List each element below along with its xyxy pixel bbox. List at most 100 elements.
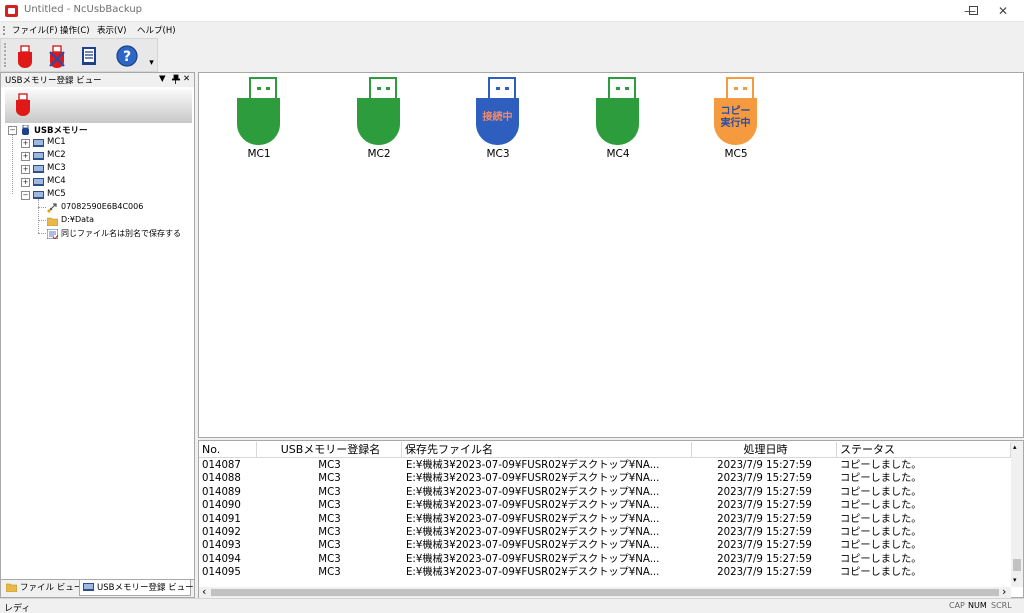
tab-file-view[interactable]: ファイル ビュー (3, 580, 82, 596)
cell-datetime: 2023/7/9 15:27:59 (717, 553, 812, 565)
table-row[interactable]: 014088 MC3 E:¥機械3¥2023-07-09¥FUSR02¥デスクトップ… (199, 472, 1011, 485)
cell-filename: E:¥機械3¥2023-07-09¥FUSR02¥デスクトップ¥NA... (406, 460, 660, 471)
cell-status: コピーしました。 (840, 540, 922, 552)
usb-drive-icon (83, 583, 94, 591)
expand-icon[interactable]: + (21, 165, 30, 174)
expand-icon[interactable]: + (21, 152, 30, 161)
table-row[interactable]: 014089 MC3 E:¥機械3¥2023-07-09¥FUSR02¥デスクトップ… (199, 486, 1011, 499)
horizontal-scrollbar[interactable]: ‹ › (199, 585, 1011, 598)
table-row[interactable]: 014093 MC3 E:¥機械3¥2023-07-09¥FUSR02¥デスクトップ… (199, 539, 1011, 552)
usb-drive-icon (33, 165, 44, 173)
title-bar: Untitled - NcUsbBackup — ✕ (0, 0, 1024, 22)
usb-connector-icon (47, 203, 57, 213)
panel-title: USBメモリー登録 ビュー (5, 76, 102, 86)
folder-icon (6, 583, 17, 592)
cell-datetime: 2023/7/9 15:27:59 (717, 486, 812, 498)
device-mc3[interactable]: 接続中 MC3 (476, 73, 532, 173)
device-status: 接続中 (482, 112, 513, 123)
usb-cap (726, 77, 754, 100)
usb-body (357, 98, 400, 145)
help-glyph: ? (123, 49, 131, 65)
usb-delete-icon (49, 45, 65, 68)
tab-usb-registration-view[interactable]: USBメモリー登録 ビュー (79, 580, 194, 596)
close-button[interactable]: ✕ (997, 4, 1009, 18)
usb-body (237, 98, 280, 145)
tree-root[interactable]: − USBメモリー (1, 124, 194, 137)
device-mc1[interactable]: MC1 (237, 73, 293, 173)
cell-usb-name: MC3 (318, 486, 341, 498)
scroll-left-icon[interactable]: ‹ (202, 585, 207, 598)
cell-filename: E:¥機械3¥2023-07-09¥FUSR02¥デスクトップ¥NA... (406, 527, 660, 538)
menu-help[interactable]: ヘルプ(H) (137, 26, 176, 36)
column-header-status[interactable]: ステータス (837, 442, 1011, 458)
cell-filename: E:¥機械3¥2023-07-09¥FUSR02¥デスクトップ¥NA... (406, 500, 660, 512)
cell-datetime: 2023/7/9 15:27:59 (717, 567, 812, 579)
cell-no: 014094 (202, 553, 241, 565)
cell-usb-name: MC3 (318, 473, 341, 485)
device-area: MC1 MC2 接続中 MC3 MC4 コピー 実行中 MC5 (198, 72, 1024, 438)
usb-cap (608, 77, 636, 100)
scroll-right-icon[interactable]: › (1002, 585, 1007, 598)
expand-icon[interactable]: + (21, 178, 30, 187)
column-header-no[interactable]: No. (199, 442, 257, 458)
tree-item-label: D:¥Data (61, 215, 95, 224)
horizontal-scroll-thumb[interactable] (211, 589, 999, 596)
cell-no: 014090 (202, 500, 241, 512)
toolbar-overflow-button[interactable]: ▾ (149, 58, 154, 68)
cell-usb-name: MC3 (318, 540, 341, 552)
list-view-icon (82, 47, 96, 65)
panel-close-button[interactable]: ✕ (183, 74, 191, 84)
usb-delete-button[interactable] (44, 43, 70, 69)
usb-body (596, 98, 639, 145)
tree-item-label: MC2 (47, 150, 66, 160)
device-mc5[interactable]: コピー 実行中 MC5 (714, 73, 770, 173)
tree-item-label: MC5 (47, 189, 66, 199)
status-text: レディ (4, 604, 31, 613)
panel-splitter[interactable] (195, 72, 198, 598)
menu-operation[interactable]: 操作(C) (60, 26, 90, 36)
device-label: MC5 (724, 148, 748, 160)
vertical-scrollbar[interactable]: ▴ ▾ (1011, 441, 1023, 587)
table-row[interactable]: 014094 MC3 E:¥機械3¥2023-07-09¥FUSR02¥デスクトップ… (199, 553, 1011, 566)
expand-icon[interactable]: + (21, 139, 30, 148)
usb-device-button[interactable] (12, 43, 38, 69)
cell-status: コピーしました。 (840, 513, 922, 525)
list-view-button[interactable] (76, 43, 102, 69)
cell-no: 014087 (202, 460, 241, 471)
usb-drive-icon (33, 152, 44, 160)
tree-item-label: MC3 (47, 163, 66, 173)
usb-device-icon (16, 93, 30, 116)
panel-pin-button[interactable] (171, 74, 181, 87)
usb-cap (249, 77, 277, 100)
scroll-up-icon[interactable]: ▴ (1013, 443, 1017, 451)
collapse-icon[interactable]: − (21, 191, 30, 200)
device-mc2[interactable]: MC2 (357, 73, 413, 173)
table-row[interactable]: 014087 MC3 E:¥機械3¥2023-07-09¥FUSR02¥デスクトップ… (199, 459, 1011, 472)
usb-device-icon (18, 45, 32, 68)
menu-file[interactable]: ファイル(F) (12, 26, 58, 36)
help-button[interactable]: ? (114, 43, 140, 69)
table-row[interactable]: 014095 MC3 E:¥機械3¥2023-07-09¥FUSR02¥デスクトップ… (199, 566, 1011, 579)
toolbar-grip[interactable] (4, 43, 7, 67)
usb-cap (369, 77, 397, 100)
window-title: Untitled - NcUsbBackup (24, 4, 143, 15)
maximize-button[interactable] (955, 0, 991, 22)
device-label: MC1 (247, 148, 271, 160)
menu-view[interactable]: 表示(V) (97, 26, 127, 36)
column-header-filename[interactable]: 保存先ファイル名 (402, 442, 692, 458)
tab-label: ファイル ビュー (20, 583, 83, 593)
usb-body: 接続中 (476, 98, 519, 145)
vertical-scroll-thumb[interactable] (1013, 559, 1021, 571)
panel-menu-button[interactable]: ▼ (159, 74, 166, 84)
scroll-down-icon[interactable]: ▾ (1013, 576, 1017, 584)
column-header-datetime[interactable]: 処理日時 (692, 442, 837, 458)
column-header-usb-name[interactable]: USBメモリー登録名 (257, 442, 402, 458)
table-row[interactable]: 014092 MC3 E:¥機械3¥2023-07-09¥FUSR02¥デスクトップ… (199, 526, 1011, 539)
table-row[interactable]: 014090 MC3 E:¥機械3¥2023-07-09¥FUSR02¥デスクトップ… (199, 499, 1011, 512)
cell-usb-name: MC3 (318, 513, 341, 525)
collapse-icon[interactable]: − (8, 126, 17, 135)
table-row[interactable]: 014091 MC3 E:¥機械3¥2023-07-09¥FUSR02¥デスクトップ… (199, 513, 1011, 526)
folder-icon (47, 217, 58, 226)
device-mc4[interactable]: MC4 (596, 73, 652, 173)
